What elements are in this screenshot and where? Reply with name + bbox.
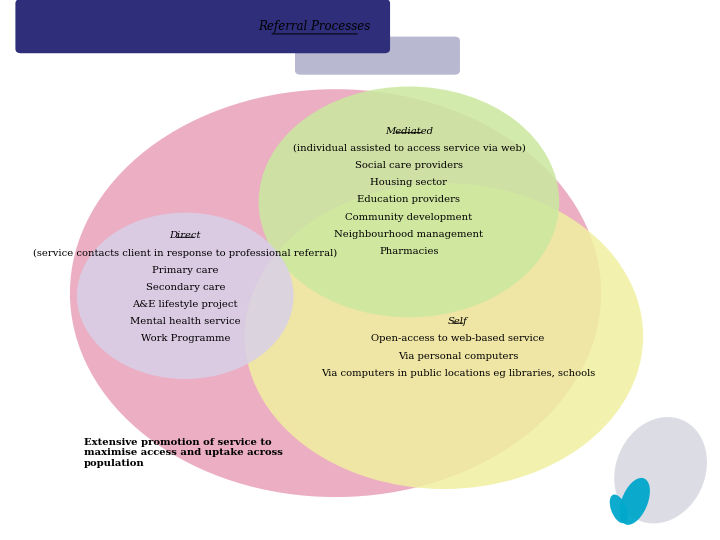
Ellipse shape: [614, 417, 707, 523]
Text: Mental health service: Mental health service: [130, 318, 240, 326]
Circle shape: [258, 86, 559, 318]
Text: Education providers: Education providers: [357, 195, 461, 205]
Text: Direct: Direct: [169, 232, 201, 240]
Text: Work Programme: Work Programme: [140, 334, 230, 343]
Text: (service contacts client in response to professional referral): (service contacts client in response to …: [33, 248, 338, 258]
Text: Community development: Community development: [346, 213, 472, 221]
Text: Pharmacies: Pharmacies: [379, 247, 438, 256]
Text: Housing sector: Housing sector: [371, 178, 447, 187]
Text: Mediated: Mediated: [385, 127, 433, 136]
Ellipse shape: [610, 495, 628, 523]
Text: Referral Processes: Referral Processes: [258, 21, 371, 33]
Text: Extensive promotion of service to
maximise access and uptake across
population: Extensive promotion of service to maximi…: [84, 438, 283, 468]
Text: Via computers in public locations eg libraries, schools: Via computers in public locations eg lib…: [320, 369, 595, 378]
FancyBboxPatch shape: [15, 0, 390, 53]
Text: Primary care: Primary care: [152, 266, 218, 275]
Circle shape: [70, 89, 601, 497]
Text: Open-access to web-based service: Open-access to web-based service: [372, 334, 544, 343]
Text: A&E lifestyle project: A&E lifestyle project: [132, 300, 238, 309]
Text: Via personal computers: Via personal computers: [397, 352, 518, 361]
Circle shape: [77, 213, 294, 379]
Text: Secondary care: Secondary care: [145, 283, 225, 292]
Circle shape: [245, 183, 643, 489]
FancyBboxPatch shape: [295, 37, 460, 75]
Ellipse shape: [619, 478, 650, 525]
Text: Self: Self: [448, 318, 468, 326]
Text: Social care providers: Social care providers: [355, 161, 463, 170]
Text: Neighbourhood management: Neighbourhood management: [335, 230, 483, 239]
Text: (individual assisted to access service via web): (individual assisted to access service v…: [292, 144, 526, 153]
